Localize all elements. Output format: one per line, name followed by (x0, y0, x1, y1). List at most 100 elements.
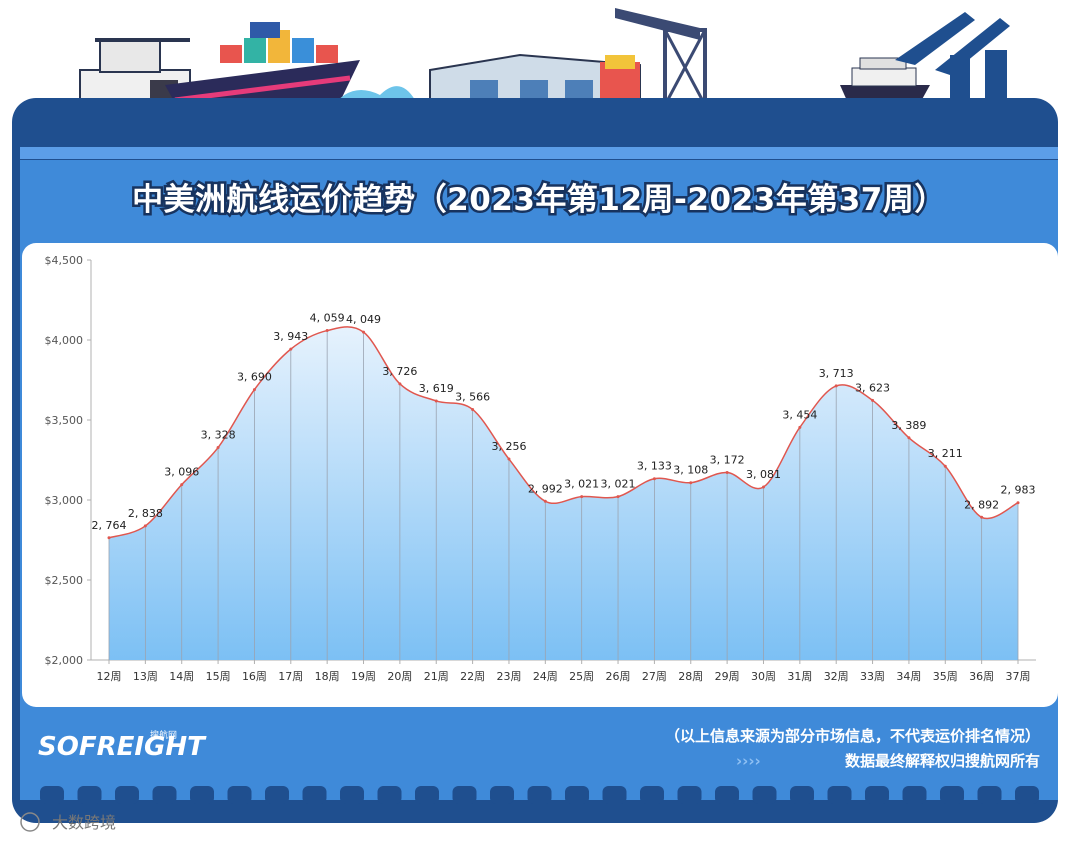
x-tick-label: 32周 (824, 670, 849, 683)
x-tick-label: 17周 (278, 670, 303, 683)
x-tick-label: 19周 (351, 670, 376, 683)
data-label: 2, 983 (1001, 484, 1036, 497)
data-label: 3, 081 (746, 468, 781, 481)
scallop-tab (902, 786, 927, 804)
data-label: 3, 389 (891, 419, 926, 432)
data-point (798, 425, 802, 429)
data-label: 3, 256 (491, 440, 526, 453)
scallop-tab (640, 786, 664, 804)
data-point (507, 457, 511, 461)
scallop-tab (377, 786, 402, 804)
data-label: 4, 049 (346, 313, 381, 326)
data-label: 3, 328 (201, 429, 236, 442)
brand-logo: SOFREIGHT 搜航网 (38, 729, 207, 762)
x-tick-label: 15周 (206, 670, 231, 683)
data-label: 2, 892 (964, 498, 999, 511)
data-point (107, 536, 111, 540)
y-tick-label: $3,500 (45, 414, 84, 427)
data-point (143, 524, 147, 528)
x-tick-label: 13周 (133, 670, 158, 683)
scallop-tab (227, 786, 252, 804)
y-tick-label: $3,000 (45, 494, 84, 507)
y-tick-label: $2,000 (45, 654, 84, 667)
x-tick-label: 20周 (387, 670, 412, 683)
data-point (871, 398, 875, 402)
scallop-tab (790, 786, 814, 804)
data-label: 2, 992 (528, 482, 563, 495)
x-tick-label: 24周 (533, 670, 558, 683)
scallop-tab (415, 786, 439, 804)
x-tick-label: 23周 (496, 670, 521, 683)
data-label: 3, 619 (419, 382, 454, 395)
data-label: 3, 726 (382, 365, 417, 378)
data-point (325, 329, 329, 333)
scallop-tab (452, 786, 477, 804)
x-tick-label: 36周 (969, 670, 994, 683)
data-point (834, 384, 838, 388)
copyright-note: 数据最终解释权归搜航网所有 (845, 752, 1040, 770)
data-point (362, 330, 366, 334)
scallop-tab (115, 786, 139, 804)
data-label: 3, 713 (819, 367, 854, 380)
scallop-tab (565, 786, 589, 804)
data-point (616, 495, 620, 499)
data-point (580, 495, 584, 499)
y-tick-label: $4,000 (45, 334, 84, 347)
x-tick-label: 29周 (715, 670, 740, 683)
x-tick-label: 22周 (460, 670, 485, 683)
x-tick-label: 28周 (678, 670, 703, 683)
data-point (216, 446, 220, 450)
data-label: 3, 108 (673, 464, 708, 477)
data-point (471, 407, 475, 411)
data-point (289, 347, 293, 351)
x-tick-label: 34周 (896, 670, 921, 683)
watermark-text: 大数跨境 (52, 813, 116, 832)
scallop-tab (152, 786, 177, 804)
dock-crane-right-illustration (895, 12, 1010, 105)
scallop-tab (602, 786, 627, 804)
data-point (434, 399, 438, 403)
scallop-tab (77, 786, 102, 804)
scallop-tab (40, 786, 64, 804)
scallop-tab (677, 786, 702, 804)
x-tick-label: 35周 (933, 670, 958, 683)
data-label: 3, 172 (710, 453, 745, 466)
scallop-tab (527, 786, 552, 804)
scallop-tab (265, 786, 289, 804)
scallop-tab (715, 786, 739, 804)
data-point (180, 483, 184, 487)
data-label: 4, 059 (310, 312, 345, 325)
bottom-scallop-decoration (40, 786, 1039, 804)
data-label: 2, 764 (92, 519, 127, 532)
x-tick-label: 16周 (242, 670, 267, 683)
data-point (1016, 501, 1020, 505)
data-label: 3, 021 (564, 478, 599, 491)
x-tick-label: 27周 (642, 670, 667, 683)
data-label: 3, 133 (637, 460, 672, 473)
x-tick-label: 26周 (606, 670, 631, 683)
data-point (907, 436, 911, 440)
data-label: 3, 623 (855, 381, 890, 394)
data-label: 2, 838 (128, 507, 163, 520)
scallop-tab (752, 786, 777, 804)
data-point (725, 470, 729, 474)
data-label: 3, 021 (601, 478, 636, 491)
data-label: 3, 943 (273, 330, 308, 343)
x-tick-label: 21周 (424, 670, 449, 683)
watermark-logo-icon (20, 812, 40, 832)
scallop-tab (190, 786, 214, 804)
brand-logo-text: SOFREIGHT (38, 732, 207, 762)
data-point (943, 464, 947, 468)
area-chart: $2,000 $2,500 $3,000 $3,500 $4,000 $4,500 2, 7… (45, 254, 1036, 683)
data-label: 3, 096 (164, 466, 199, 479)
data-point (543, 499, 547, 503)
data-point (252, 388, 256, 392)
area-fill (109, 326, 1018, 660)
x-tick-label: 33周 (860, 670, 885, 683)
frame-stripe (20, 147, 1058, 159)
data-point (398, 382, 402, 386)
data-label: 3, 566 (455, 390, 490, 403)
scallop-tab (340, 786, 364, 804)
scallop-tab (302, 786, 327, 804)
arrow-decoration: ›››› (736, 752, 761, 770)
